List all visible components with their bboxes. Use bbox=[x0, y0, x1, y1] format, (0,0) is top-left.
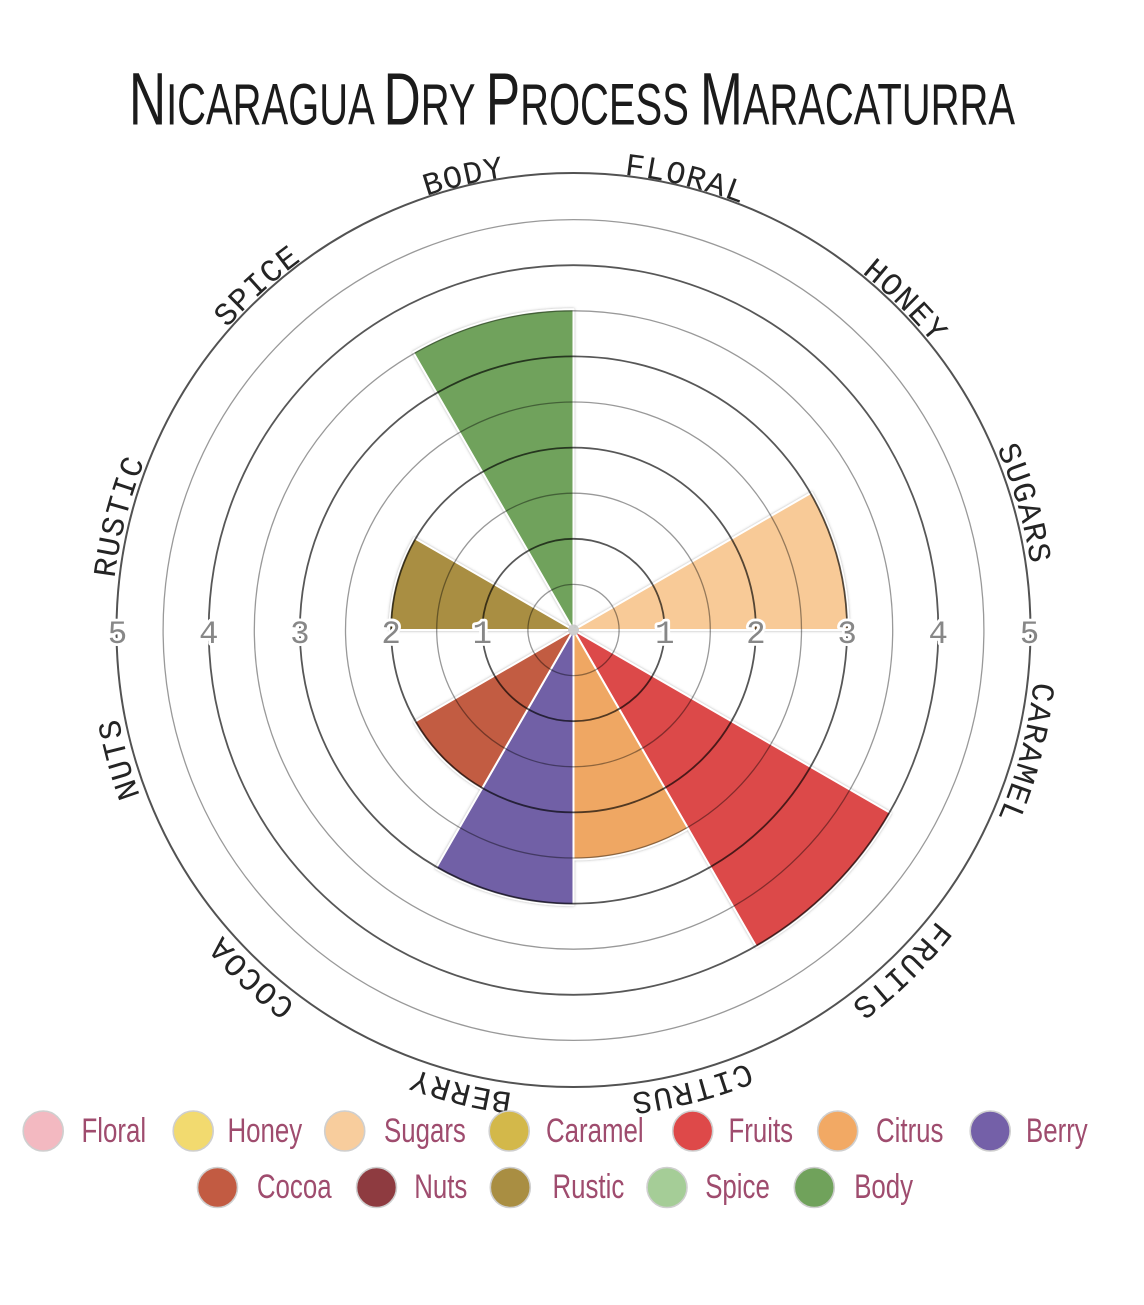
svg-text:Body: Body bbox=[854, 1169, 914, 1206]
svg-text:1: 1 bbox=[655, 616, 675, 653]
svg-text:Berry: Berry bbox=[1026, 1113, 1088, 1150]
svg-text:Floral: Floral bbox=[82, 1113, 147, 1150]
svg-text:NICARAGUA DRY PROCESS MARACATU: NICARAGUA DRY PROCESS MARACATURRA bbox=[129, 58, 1015, 141]
svg-text:4: 4 bbox=[929, 616, 949, 653]
svg-text:5: 5 bbox=[108, 616, 128, 653]
svg-text:2: 2 bbox=[746, 616, 766, 653]
svg-text:3: 3 bbox=[290, 616, 310, 653]
svg-text:Rustic: Rustic bbox=[553, 1169, 625, 1206]
svg-text:2: 2 bbox=[381, 616, 401, 653]
svg-text:3: 3 bbox=[837, 616, 857, 653]
svg-text:4: 4 bbox=[199, 616, 219, 653]
svg-text:Caramel: Caramel bbox=[546, 1113, 644, 1150]
svg-text:Sugars: Sugars bbox=[384, 1113, 466, 1150]
svg-text:Fruits: Fruits bbox=[729, 1113, 794, 1150]
svg-text:Nuts: Nuts bbox=[414, 1169, 467, 1206]
svg-text:Spice: Spice bbox=[705, 1169, 770, 1206]
svg-text:5: 5 bbox=[1020, 616, 1040, 653]
svg-text:1: 1 bbox=[473, 616, 493, 653]
svg-text:Honey: Honey bbox=[228, 1113, 303, 1150]
svg-text:Cocoa: Cocoa bbox=[257, 1169, 332, 1206]
svg-text:Citrus: Citrus bbox=[876, 1113, 943, 1150]
